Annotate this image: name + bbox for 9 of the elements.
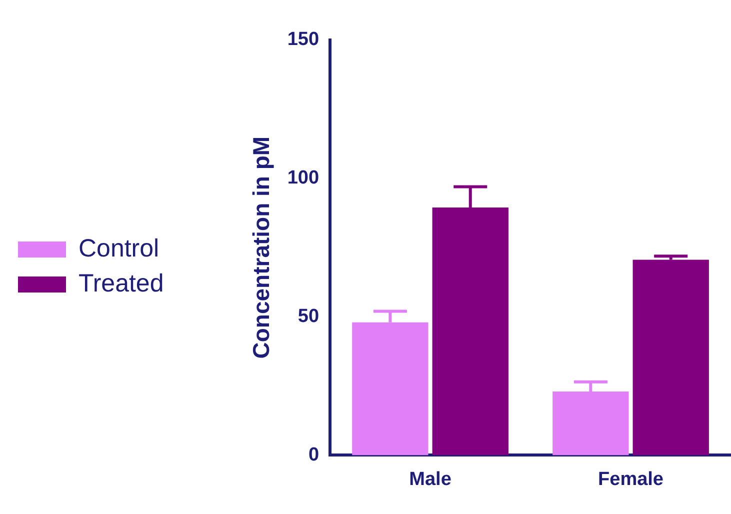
x-tick-label: Male xyxy=(409,468,452,490)
y-axis-title: Concentration in pM xyxy=(248,136,274,359)
legend-label: Treated xyxy=(78,269,164,298)
y-tick-label: 100 xyxy=(287,168,320,189)
legend-label: Control xyxy=(78,234,160,262)
x-tick-label: Female xyxy=(598,468,664,490)
y-tick-label: 150 xyxy=(287,29,320,50)
y-tick-label: 50 xyxy=(298,306,320,328)
y-tick-label: 0 xyxy=(308,444,320,466)
